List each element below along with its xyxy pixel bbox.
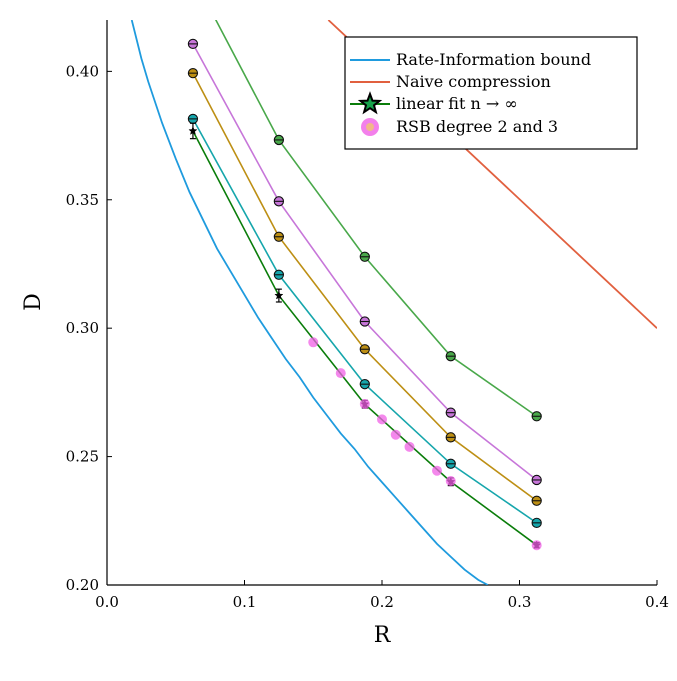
data-point <box>273 196 285 207</box>
legend-entry: Naive compression <box>350 72 551 91</box>
legend-entry: linear fit n → ∞ <box>350 91 518 115</box>
y-tick-label: 0.35 <box>66 191 99 209</box>
rsb-point <box>359 398 370 409</box>
data-point <box>531 411 542 422</box>
data-point <box>531 474 542 486</box>
data-point <box>531 495 542 506</box>
data-point <box>187 113 199 125</box>
legend: Rate-Information bound Naive compression l… <box>344 36 638 150</box>
data-point <box>273 134 285 146</box>
legend-swatch-star <box>357 91 383 115</box>
rsb-point <box>335 368 346 379</box>
legend-label: Naive compression <box>396 72 551 91</box>
axes: 0.0 0.1 0.2 0.3 0.4 0.20 0.25 0.30 0.35 0.40 <box>66 20 669 611</box>
fit-star <box>188 126 198 135</box>
legend-label: RSB degree 2 and 3 <box>396 117 558 136</box>
y-tick-label: 0.40 <box>66 62 99 80</box>
legend-swatch-inner <box>366 123 374 131</box>
markers <box>187 38 542 551</box>
data-point <box>445 407 456 418</box>
legend-box <box>344 36 638 150</box>
rsb-point <box>308 337 319 348</box>
data-point <box>359 379 370 390</box>
rsb-point <box>432 465 442 476</box>
axis-labels: R D <box>21 293 392 648</box>
x-tick-label: 0.0 <box>95 593 119 611</box>
rsb-point <box>531 540 542 551</box>
fit-point <box>188 122 198 140</box>
x-tick-label: 0.3 <box>508 593 532 611</box>
data-point <box>359 251 370 262</box>
data-point <box>359 316 370 327</box>
rsb-point <box>377 414 387 425</box>
rsb-point <box>390 429 401 440</box>
legend-label: Rate-Information bound <box>396 50 591 69</box>
data-point <box>445 458 456 469</box>
data-point <box>531 517 542 528</box>
legend-entry: RSB degree 2 and 3 <box>361 117 558 136</box>
rsb-point <box>445 475 456 486</box>
rsb-point <box>404 441 415 452</box>
legend-label: linear fit n → ∞ <box>396 94 518 113</box>
fit-star <box>274 290 284 300</box>
data-point <box>273 269 285 280</box>
series-line <box>192 130 538 546</box>
data-point <box>445 432 456 443</box>
data-point <box>445 351 456 362</box>
x-tick-label: 0.2 <box>370 593 394 611</box>
series-line <box>130 20 489 585</box>
x-axis-title: R <box>374 623 392 648</box>
data-point <box>359 344 370 355</box>
fit-point <box>274 288 284 303</box>
data-point <box>187 68 199 79</box>
y-tick-label: 0.25 <box>66 448 99 466</box>
x-tick-label: 0.4 <box>645 593 669 611</box>
y-tick-label: 0.30 <box>66 319 99 337</box>
data-point <box>273 231 285 242</box>
x-tick-label: 0.1 <box>233 593 257 611</box>
y-tick-label: 0.20 <box>66 576 99 594</box>
y-axis-title: D <box>21 293 46 311</box>
legend-entry: Rate-Information bound <box>350 50 591 69</box>
data-point <box>187 38 199 50</box>
